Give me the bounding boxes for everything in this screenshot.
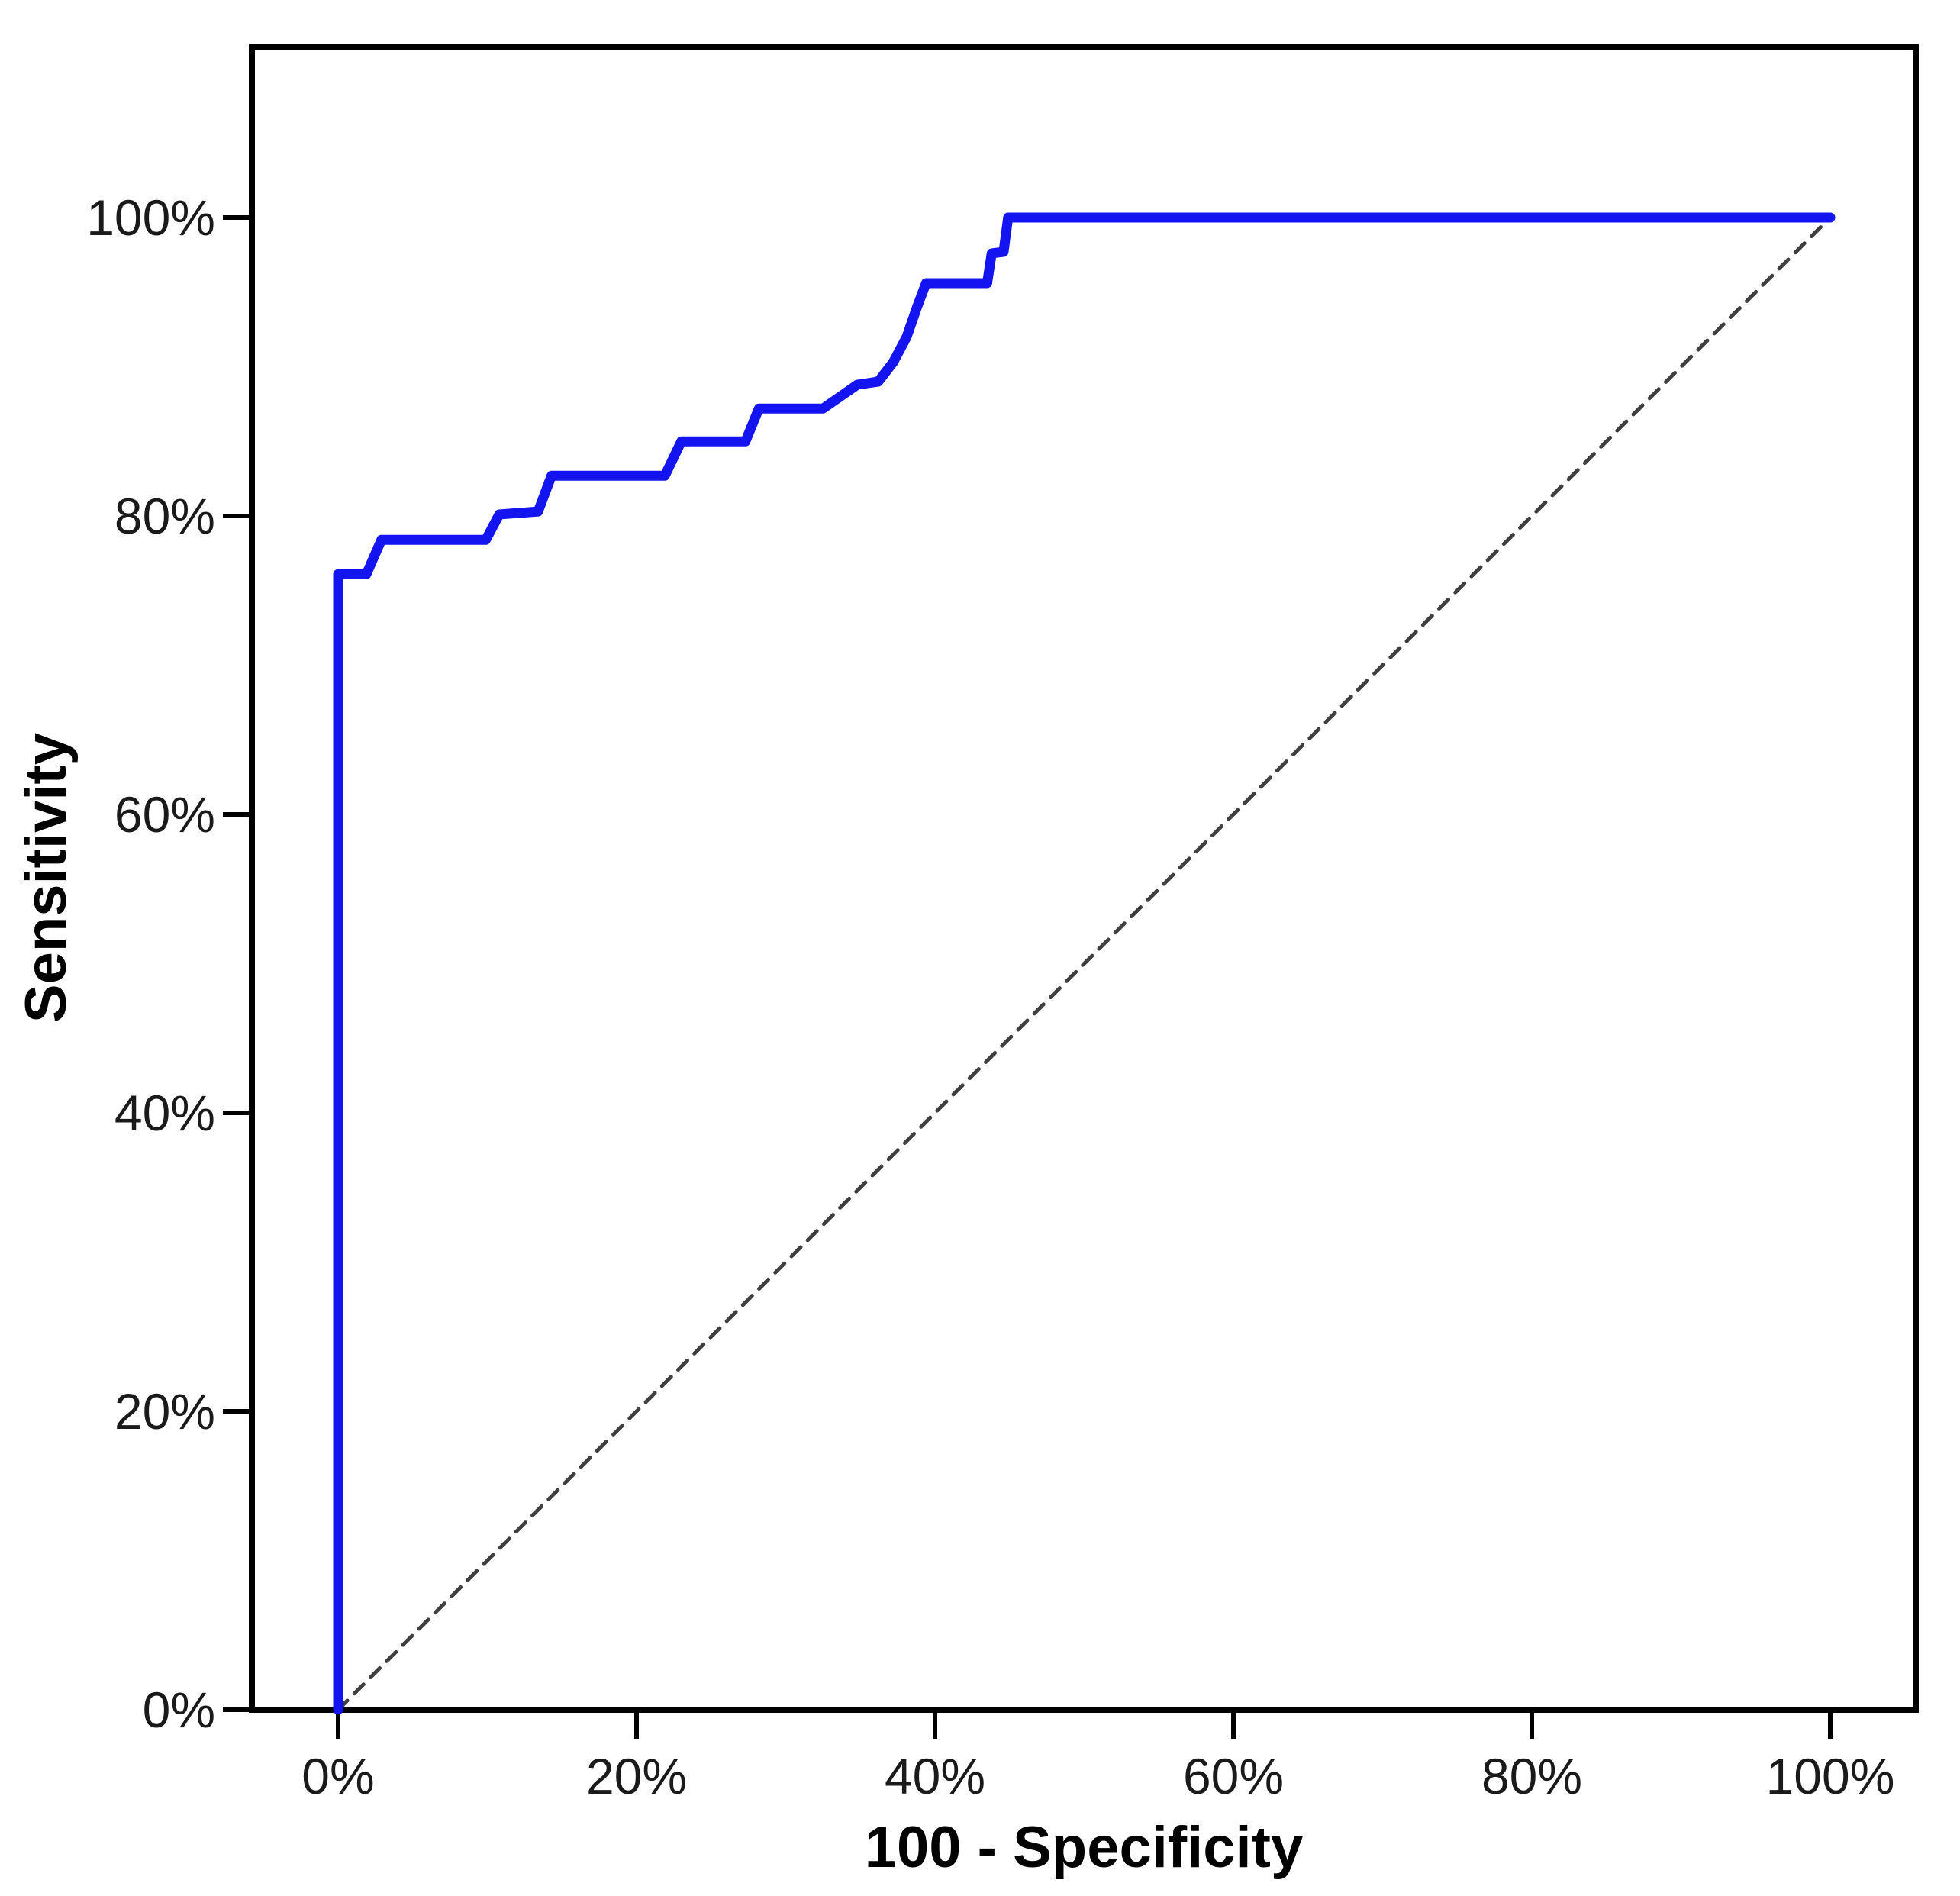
reference-diagonal-line: [336, 215, 1833, 1712]
y-tick-label: 60%: [114, 786, 215, 843]
x-tick-label: 40%: [885, 1748, 985, 1804]
x-tick-label: 100%: [1766, 1748, 1895, 1804]
y-axis-ticks: 0% 20% 40% 60% 80% 100%: [86, 189, 252, 1738]
x-axis-title: 100 - Specificity: [865, 1815, 1304, 1880]
y-tick-label: 80%: [114, 488, 215, 544]
y-tick-label: 40%: [114, 1085, 215, 1141]
y-tick-label: 100%: [86, 189, 215, 246]
x-tick-label: 60%: [1183, 1748, 1284, 1804]
y-tick-label: 20%: [114, 1383, 215, 1440]
x-axis-ticks: 0% 20% 40% 60% 80% 100%: [301, 1710, 1894, 1804]
x-tick-label: 20%: [586, 1748, 687, 1804]
series-layer: [333, 212, 1836, 1715]
y-tick-label: 0%: [143, 1682, 215, 1738]
x-tick-label: 0%: [301, 1748, 374, 1804]
y-axis-title: Sensitivity: [14, 733, 79, 1023]
x-tick-label: 80%: [1481, 1748, 1582, 1804]
roc-curve-line: [333, 212, 1836, 1715]
plot-frame: [249, 44, 1919, 1713]
